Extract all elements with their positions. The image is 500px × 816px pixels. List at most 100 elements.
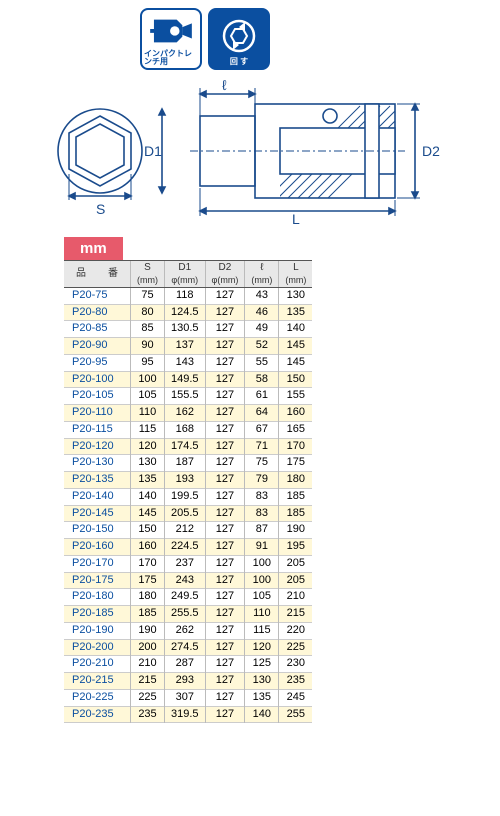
- value-cell: 135: [245, 689, 279, 706]
- part-number-cell: P20-100: [64, 371, 131, 388]
- part-number-cell: P20-145: [64, 505, 131, 522]
- value-cell: 319.5: [165, 706, 206, 723]
- value-cell: 185: [279, 505, 313, 522]
- value-cell: 127: [205, 555, 245, 572]
- value-cell: 175: [279, 455, 313, 472]
- value-cell: 127: [205, 656, 245, 673]
- table-row: P20-757511812743130: [64, 287, 312, 304]
- part-number-cell: P20-90: [64, 338, 131, 355]
- value-cell: 145: [131, 505, 165, 522]
- part-number-cell: P20-225: [64, 689, 131, 706]
- value-cell: 115: [245, 622, 279, 639]
- value-cell: 100: [245, 555, 279, 572]
- value-cell: 127: [205, 438, 245, 455]
- value-cell: 127: [205, 321, 245, 338]
- value-cell: 127: [205, 354, 245, 371]
- part-number-cell: P20-130: [64, 455, 131, 472]
- value-cell: 255: [279, 706, 313, 723]
- table-row: P20-8080124.512746135: [64, 304, 312, 321]
- value-cell: 155: [279, 388, 313, 405]
- value-cell: 95: [131, 354, 165, 371]
- value-cell: 127: [205, 421, 245, 438]
- value-cell: 127: [205, 589, 245, 606]
- table-row: P20-11011016212764160: [64, 405, 312, 422]
- value-cell: 307: [165, 689, 206, 706]
- value-cell: 127: [205, 689, 245, 706]
- value-cell: 170: [131, 555, 165, 572]
- part-number-cell: P20-135: [64, 472, 131, 489]
- part-number-cell: P20-200: [64, 639, 131, 656]
- value-cell: 160: [279, 405, 313, 422]
- value-cell: 180: [279, 472, 313, 489]
- value-cell: 187: [165, 455, 206, 472]
- value-cell: 124.5: [165, 304, 206, 321]
- value-cell: 58: [245, 371, 279, 388]
- part-number-cell: P20-170: [64, 555, 131, 572]
- value-cell: 127: [205, 488, 245, 505]
- value-cell: 235: [279, 673, 313, 690]
- value-cell: 127: [205, 539, 245, 556]
- table-row: P20-13513519312779180: [64, 472, 312, 489]
- table-row: P20-105105155.512761155: [64, 388, 312, 405]
- value-cell: 225: [131, 689, 165, 706]
- value-cell: 85: [131, 321, 165, 338]
- part-number-cell: P20-175: [64, 572, 131, 589]
- col-header: ℓ(mm): [245, 261, 279, 288]
- value-cell: 110: [245, 606, 279, 623]
- value-cell: 175: [131, 572, 165, 589]
- col-header: D1φ(mm): [165, 261, 206, 288]
- part-number-cell: P20-120: [64, 438, 131, 455]
- part-number-cell: P20-140: [64, 488, 131, 505]
- col-header: 品 番: [64, 261, 131, 288]
- value-cell: 205.5: [165, 505, 206, 522]
- value-cell: 46: [245, 304, 279, 321]
- table-row: P20-200200274.5127120225: [64, 639, 312, 656]
- table-row: P20-909013712752145: [64, 338, 312, 355]
- table-row: P20-11511516812767165: [64, 421, 312, 438]
- value-cell: 55: [245, 354, 279, 371]
- value-cell: 185: [131, 606, 165, 623]
- table-row: P20-959514312755145: [64, 354, 312, 371]
- value-cell: 105: [131, 388, 165, 405]
- value-cell: 67: [245, 421, 279, 438]
- value-cell: 49: [245, 321, 279, 338]
- diagram-label-d1: D1: [144, 143, 162, 159]
- value-cell: 127: [205, 505, 245, 522]
- value-cell: 127: [205, 706, 245, 723]
- value-cell: 120: [245, 639, 279, 656]
- part-number-cell: P20-180: [64, 589, 131, 606]
- value-cell: 127: [205, 455, 245, 472]
- value-cell: 193: [165, 472, 206, 489]
- value-cell: 125: [245, 656, 279, 673]
- value-cell: 130: [279, 287, 313, 304]
- value-cell: 210: [279, 589, 313, 606]
- value-cell: 150: [131, 522, 165, 539]
- col-header: S(mm): [131, 261, 165, 288]
- part-number-cell: P20-75: [64, 287, 131, 304]
- table-row: P20-225225307127135245: [64, 689, 312, 706]
- table-row: P20-175175243127100205: [64, 572, 312, 589]
- value-cell: 149.5: [165, 371, 206, 388]
- value-cell: 215: [279, 606, 313, 623]
- table-row: P20-190190262127115220: [64, 622, 312, 639]
- value-cell: 90: [131, 338, 165, 355]
- value-cell: 100: [131, 371, 165, 388]
- part-number-cell: P20-110: [64, 405, 131, 422]
- value-cell: 127: [205, 338, 245, 355]
- value-cell: 127: [205, 606, 245, 623]
- table-row: P20-235235319.5127140255: [64, 706, 312, 723]
- value-cell: 140: [131, 488, 165, 505]
- icon-row: インパクトレンチ用 回 す: [140, 8, 480, 70]
- value-cell: 127: [205, 522, 245, 539]
- value-cell: 130.5: [165, 321, 206, 338]
- value-cell: 127: [205, 572, 245, 589]
- part-number-cell: P20-190: [64, 622, 131, 639]
- value-cell: 195: [279, 539, 313, 556]
- value-cell: 127: [205, 673, 245, 690]
- value-cell: 249.5: [165, 589, 206, 606]
- value-cell: 130: [245, 673, 279, 690]
- part-number-cell: P20-185: [64, 606, 131, 623]
- part-number-cell: P20-160: [64, 539, 131, 556]
- turn-icon: [217, 18, 261, 56]
- value-cell: 83: [245, 488, 279, 505]
